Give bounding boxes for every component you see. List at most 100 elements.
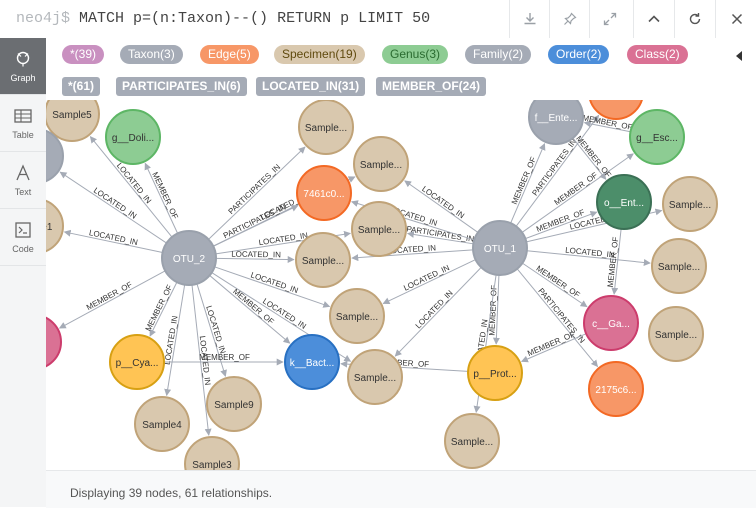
node-circle[interactable]: [444, 413, 500, 469]
relationship-line[interactable]: [406, 231, 474, 245]
relationship-line[interactable]: [515, 114, 600, 227]
graph-node[interactable]: [589, 100, 643, 120]
graph-node[interactable]: p__Cya...: [109, 334, 165, 390]
rel-type-member-of[interactable]: MEMBER_OF(24): [376, 77, 487, 96]
node-circle[interactable]: [46, 199, 64, 253]
node-label-class[interactable]: Class(2): [627, 45, 688, 64]
collapse-button[interactable]: [633, 0, 674, 38]
graph-node[interactable]: o__Ent...: [596, 174, 652, 230]
graph-node[interactable]: Sample...: [651, 238, 707, 294]
relationship-line[interactable]: [215, 255, 295, 263]
node-circle[interactable]: [161, 230, 217, 286]
graph-node[interactable]: Sample5: [46, 100, 100, 142]
sidebar-tab-text[interactable]: Text: [0, 152, 46, 209]
relationship-line[interactable]: [516, 268, 599, 368]
relationship-line[interactable]: [89, 135, 173, 238]
node-label-specimen[interactable]: Specimen(19): [274, 45, 365, 64]
graph-node[interactable]: Sample3: [184, 436, 240, 470]
graph-node[interactable]: 2175c6...: [588, 361, 644, 417]
node-circle[interactable]: [351, 201, 407, 257]
node-circle[interactable]: [46, 129, 64, 183]
node-circle[interactable]: [105, 109, 161, 165]
relationship-line[interactable]: [394, 267, 482, 357]
graph-node[interactable]: Sample...: [329, 288, 385, 344]
graph-node[interactable]: Sample4: [134, 396, 190, 452]
rerun-button[interactable]: [674, 0, 715, 38]
pin-button[interactable]: [549, 0, 590, 38]
node-circle[interactable]: [134, 396, 190, 452]
relationship-line[interactable]: [525, 210, 598, 240]
graph-node[interactable]: st...: [46, 315, 62, 369]
node-circle[interactable]: [347, 349, 403, 405]
relationship-line[interactable]: [611, 228, 622, 295]
relationship-line[interactable]: [164, 284, 186, 397]
close-button[interactable]: [715, 0, 756, 38]
node-circle[interactable]: [109, 334, 165, 390]
relationship-line[interactable]: [149, 281, 178, 337]
node-circle[interactable]: [651, 238, 707, 294]
node-circle[interactable]: [184, 436, 240, 470]
relationship-line[interactable]: [214, 266, 331, 308]
graph-node[interactable]: Sample9: [206, 376, 262, 432]
relationship-line[interactable]: [196, 283, 227, 377]
relationship-line[interactable]: [526, 250, 651, 266]
node-circle[interactable]: [583, 295, 639, 351]
graph-node[interactable]: Sample...: [353, 136, 409, 192]
graph-node[interactable]: ample1: [46, 199, 64, 253]
graph-node[interactable]: c__Ga...: [583, 295, 639, 351]
graph-node[interactable]: Sample...: [444, 413, 500, 469]
node-circle[interactable]: [472, 220, 528, 276]
node-label-family[interactable]: Family(2): [465, 45, 531, 64]
relationship-line[interactable]: [351, 249, 474, 262]
legend-collapse-icon[interactable]: [736, 51, 742, 61]
relationship-line[interactable]: [583, 120, 631, 133]
query-editor[interactable]: neo4j$ MATCH p=(n:Taxon)--() RETURN p LI…: [16, 10, 430, 27]
node-circle[interactable]: [629, 109, 685, 165]
node-label-taxon[interactable]: Taxon(3): [120, 45, 183, 64]
node-label-genus[interactable]: Genus(3): [382, 45, 449, 64]
relationship-line[interactable]: [58, 270, 166, 329]
sidebar-tab-graph[interactable]: Graph: [0, 38, 46, 95]
node-label-all[interactable]: *(39): [62, 45, 105, 64]
relationship-line[interactable]: [404, 180, 479, 233]
node-circle[interactable]: [329, 288, 385, 344]
node-circle[interactable]: [353, 136, 409, 192]
fullscreen-button[interactable]: [589, 0, 630, 38]
graph-node[interactable]: f__Ente...: [528, 100, 584, 145]
node-circle[interactable]: [46, 100, 100, 142]
node-circle[interactable]: [296, 165, 352, 221]
graph-node[interactable]: OTU_1: [472, 220, 528, 276]
relationship-line[interactable]: [382, 259, 476, 305]
node-circle[interactable]: [467, 345, 523, 401]
relationship-line[interactable]: [520, 333, 587, 363]
relationship-line[interactable]: [521, 153, 634, 233]
graph-node[interactable]: g__Doli...: [105, 109, 161, 165]
graph-node[interactable]: g__Esc...: [629, 109, 685, 165]
graph-node[interactable]: p__Prot...: [467, 345, 523, 401]
graph-canvas[interactable]: LOCATED_IN MEMBER_OF LOCATED_IN LOCATED_IN P…: [46, 100, 756, 470]
graph-node[interactable]: 7461c0...: [296, 165, 352, 221]
graph-node[interactable]: OTU_2: [161, 230, 217, 286]
node-circle[interactable]: [295, 232, 351, 288]
node-circle[interactable]: [648, 306, 704, 362]
relationship-line[interactable]: [213, 205, 299, 247]
graph-node[interactable]: Sample...: [351, 201, 407, 257]
graph-node[interactable]: k__Bact...: [284, 334, 340, 390]
relationship-line[interactable]: [191, 284, 212, 436]
rel-type-located-in[interactable]: LOCATED_IN(31): [256, 77, 366, 96]
graph-node[interactable]: Sample...: [295, 232, 351, 288]
node-circle[interactable]: [589, 100, 643, 120]
node-label-edge[interactable]: Edge(5): [200, 45, 259, 64]
graph-node[interactable]: Sample...: [662, 176, 718, 232]
node-label-order[interactable]: Order(2): [548, 45, 610, 64]
download-button[interactable]: [509, 0, 550, 38]
node-circle[interactable]: [596, 174, 652, 230]
node-circle[interactable]: [588, 361, 644, 417]
relationship-line[interactable]: [59, 171, 167, 244]
graph-node[interactable]: Sample...: [298, 100, 354, 155]
node-circle[interactable]: [662, 176, 718, 232]
graph-node[interactable]: [46, 129, 64, 183]
rel-type-all[interactable]: *(61): [62, 77, 101, 96]
relationship-line[interactable]: [208, 146, 306, 240]
